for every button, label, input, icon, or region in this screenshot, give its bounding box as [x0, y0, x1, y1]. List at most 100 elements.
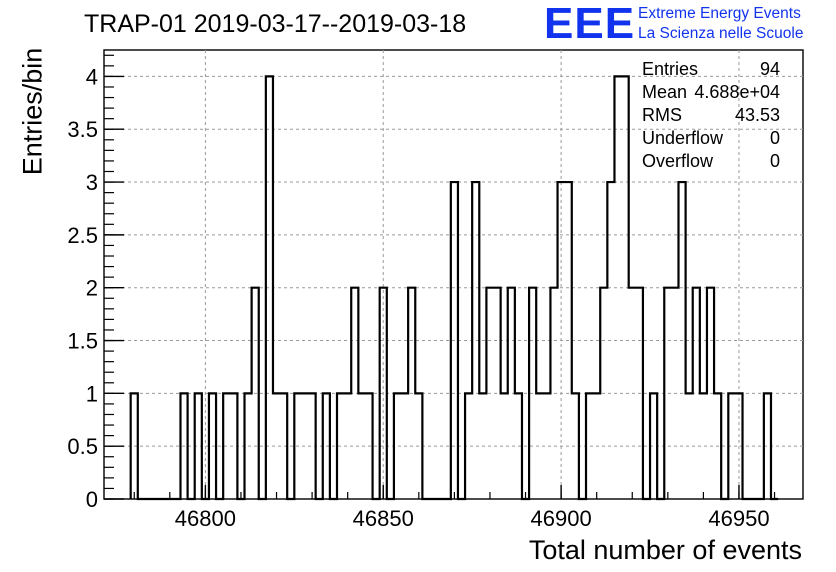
- histogram-bin: [408, 288, 415, 499]
- histogram-bin: [586, 393, 593, 499]
- histogram-bin: [600, 288, 607, 499]
- histogram-bin: [131, 393, 138, 499]
- histogram-bin: [358, 393, 365, 499]
- histogram-bin: [344, 393, 351, 499]
- histogram-bin: [351, 288, 358, 499]
- histogram-bin: [693, 288, 700, 499]
- histogram-bin: [558, 182, 565, 499]
- stats-row-rms: RMS 43.53: [642, 104, 780, 127]
- histogram-bin: [294, 393, 301, 499]
- histogram-bin: [273, 393, 280, 499]
- x-tick-label: 46900: [531, 506, 592, 531]
- y-tick-label: 3: [86, 170, 98, 195]
- y-tick-label: 0: [86, 487, 98, 512]
- histogram-bin: [209, 393, 216, 499]
- histogram-bin: [472, 182, 479, 499]
- stats-box: Entries 94 Mean 4.688e+04 RMS 43.53 Unde…: [642, 58, 780, 173]
- y-tick-label: 0.5: [67, 434, 98, 459]
- histogram-bin: [664, 288, 671, 499]
- y-tick-label: 1.5: [67, 329, 98, 354]
- stats-overflow-value: 0: [769, 151, 780, 171]
- chart-title: TRAP-01 2019-03-17--2019-03-18: [84, 10, 467, 38]
- histogram-bin: [323, 393, 330, 499]
- histogram-bin: [536, 393, 543, 499]
- histogram-bin: [451, 182, 458, 499]
- logo-line-2: La Scienza nelle Scuole: [638, 25, 804, 42]
- histogram-bin: [686, 393, 693, 499]
- histogram-bin: [309, 393, 316, 499]
- axis-ticks: [104, 54, 776, 500]
- stats-entries-value: 94: [759, 59, 780, 79]
- histogram-bin: [501, 393, 508, 499]
- histogram-bin: [636, 288, 643, 499]
- stats-underflow-value: 0: [769, 128, 780, 148]
- histogram-bin: [223, 393, 230, 499]
- x-tick-label: 46850: [353, 506, 414, 531]
- histogram-bin: [735, 393, 742, 499]
- histogram-bin: [607, 182, 614, 499]
- histogram-bin: [714, 393, 721, 499]
- histogram-bin: [629, 288, 636, 499]
- histogram-bin: [614, 76, 621, 499]
- histogram-bin: [622, 76, 629, 499]
- stats-row-underflow: Underflow 0: [642, 127, 780, 150]
- histogram-bin: [401, 393, 408, 499]
- x-tick-label: 46800: [175, 506, 236, 531]
- eee-logo-text: Extreme Energy Events La Scienza nelle S…: [638, 4, 803, 44]
- stats-overflow-label: Overflow: [642, 151, 714, 171]
- histogram-bin: [230, 393, 237, 499]
- histogram-bin: [380, 288, 387, 499]
- histogram-bin: [550, 288, 557, 499]
- histogram-bin: [301, 393, 308, 499]
- y-tick-labels: 0 0.5 1 1.5 2 2.5 3 3.5 4: [67, 64, 98, 512]
- x-axis-label: Total number of events: [528, 535, 802, 565]
- stats-entries-label: Entries: [642, 59, 699, 79]
- histogram-bin: [494, 288, 501, 499]
- histogram-bin: [529, 288, 536, 499]
- eee-logo-mark: EEE: [544, 0, 636, 48]
- stats-mean-label: Mean: [642, 82, 688, 102]
- stats-row-entries: Entries 94: [642, 58, 780, 81]
- histogram-bin: [572, 393, 579, 499]
- y-tick-label: 2.5: [67, 223, 98, 248]
- stats-mean-value: 4.688e+04: [694, 82, 780, 102]
- y-tick-label: 2: [86, 276, 98, 301]
- histogram-bin: [465, 393, 472, 499]
- stats-underflow-label: Underflow: [642, 128, 724, 148]
- histogram-series: [129, 75, 779, 501]
- histogram-bin: [515, 393, 522, 499]
- histogram-bin: [365, 393, 372, 499]
- histogram-bin: [678, 182, 685, 499]
- histogram-bin: [543, 393, 550, 499]
- y-tick-label: 1: [86, 381, 98, 406]
- histogram-bin: [508, 288, 515, 499]
- y-tick-label: 3.5: [67, 117, 98, 142]
- histogram-bin: [180, 393, 187, 499]
- y-axis-label: Entries/bin: [17, 47, 48, 176]
- histogram-bin: [486, 288, 493, 499]
- histogram-bin: [266, 76, 273, 499]
- histogram-bin: [565, 182, 572, 499]
- histogram-bin: [245, 393, 252, 499]
- histogram-bin: [764, 393, 771, 499]
- histogram-bin: [195, 393, 202, 499]
- histogram-bin: [728, 393, 735, 499]
- histogram-bin: [337, 393, 344, 499]
- y-tick-label: 4: [86, 64, 98, 89]
- stats-row-mean: Mean 4.688e+04: [642, 81, 780, 104]
- x-tick-labels: 46800 46850 46900 46950: [175, 506, 770, 531]
- stats-rms-label: RMS: [642, 105, 682, 125]
- stats-rms-value: 43.53: [734, 105, 780, 125]
- stats-row-overflow: Overflow 0: [642, 150, 780, 173]
- histogram-bin: [280, 393, 287, 499]
- histogram-bin: [707, 288, 714, 499]
- x-tick-label: 46950: [708, 506, 769, 531]
- histogram-bin: [671, 288, 678, 499]
- histogram-bin: [415, 393, 422, 499]
- logo-line-1: Extreme Energy Events: [638, 5, 801, 22]
- histogram-bin: [252, 288, 259, 499]
- histogram-bin: [650, 393, 657, 499]
- histogram-bin: [479, 393, 486, 499]
- histogram-bin: [700, 393, 707, 499]
